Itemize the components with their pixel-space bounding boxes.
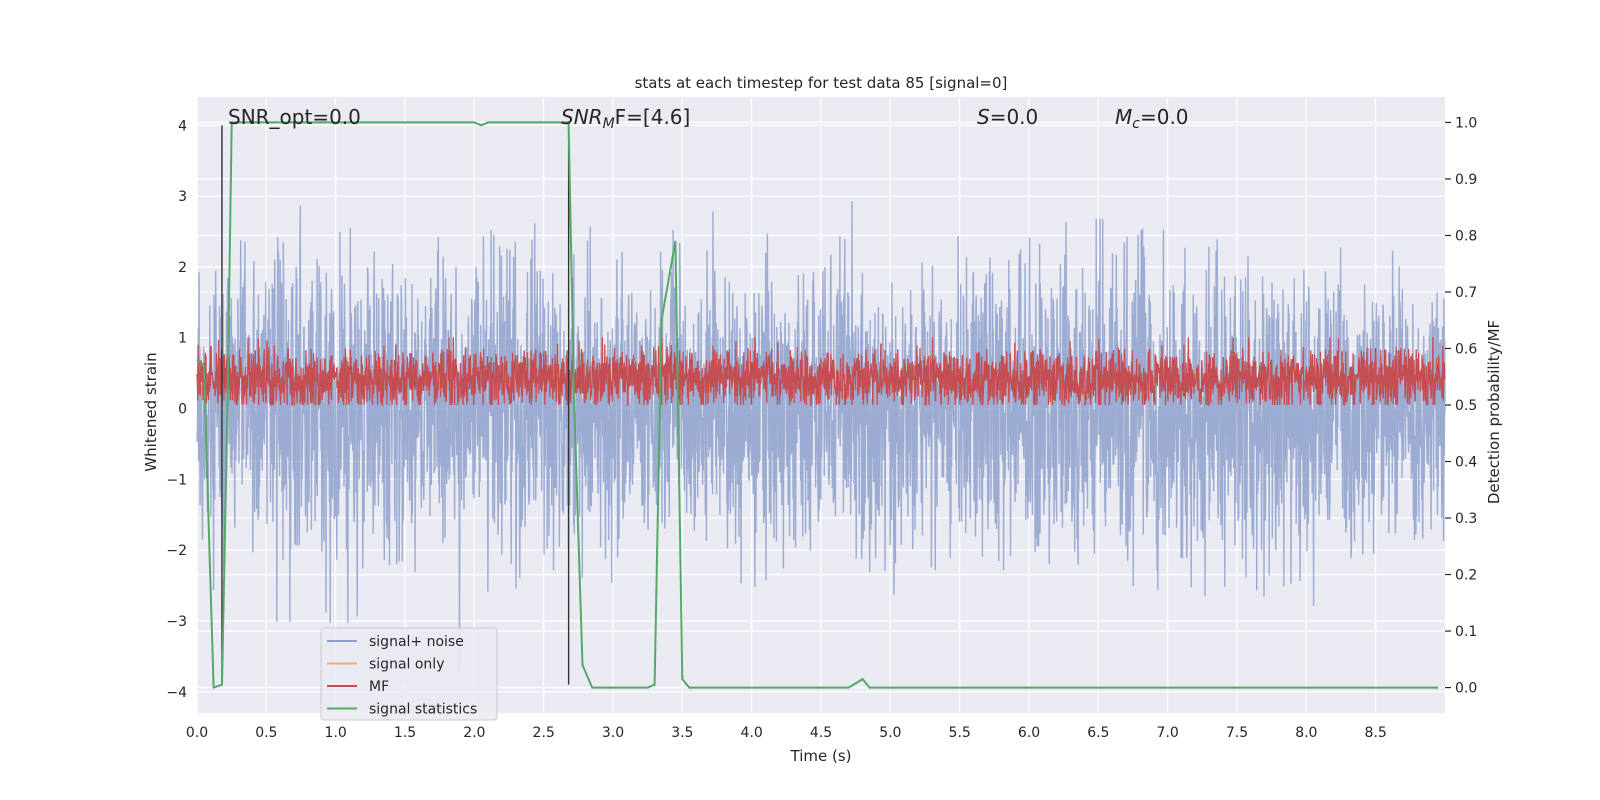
annotation-mc-rest: =0.0 <box>1140 105 1189 129</box>
annotation-mc-label: M <box>1115 105 1132 129</box>
x-tick-label-16: 8.0 <box>1295 725 1317 741</box>
x-tick-label-9: 4.5 <box>810 725 832 741</box>
legend-label-0: signal+ noise <box>369 634 464 650</box>
x-tick-label-11: 5.5 <box>949 725 971 741</box>
y-tick-label-3: −1 <box>166 472 187 488</box>
y2-tick-label-7: 0.7 <box>1455 285 1477 301</box>
annotation-mc-sub: c <box>1132 116 1140 132</box>
x-tick-label-13: 6.5 <box>1087 725 1109 741</box>
y-tick-label-5: 1 <box>178 331 187 347</box>
legend-label-2: MF <box>369 679 389 695</box>
x-tick-label-7: 3.5 <box>671 725 693 741</box>
y2-tick-label-0: 0.0 <box>1455 681 1477 697</box>
annotation-snr-mf-main: SNR <box>561 105 603 129</box>
y2-tick-label-10: 1.0 <box>1455 115 1477 131</box>
y2-tick-label-5: 0.5 <box>1455 398 1477 414</box>
y-tick-label-4: 0 <box>178 402 187 418</box>
legend-label-3: signal statistics <box>369 702 477 718</box>
x-tick-label-2: 1.0 <box>325 725 347 741</box>
annotation-snr-mf-sub: M <box>603 116 615 132</box>
annotation-s-rest: =0.0 <box>990 105 1039 129</box>
y-tick-label-1: −3 <box>166 614 187 630</box>
legend-label-1: signal only <box>369 657 444 673</box>
x-axis-label: Time (s) <box>790 747 852 765</box>
chart-title: stats at each timestep for test data 85 … <box>635 74 1008 92</box>
x-tick-label-4: 2.0 <box>463 725 485 741</box>
y-tick-label-2: −2 <box>166 543 187 559</box>
x-tick-label-8: 4.0 <box>741 725 763 741</box>
y2-tick-label-3: 0.3 <box>1455 511 1477 527</box>
y2-tick-label-2: 0.2 <box>1455 568 1477 584</box>
signal-statistics-line <box>196 121 1439 689</box>
x-tick-label-0: 0.0 <box>186 725 208 741</box>
annotation-snr-mf: SNRMF=[4.6] <box>561 105 690 132</box>
series-signal-statistics <box>196 121 1439 689</box>
annotation-snr-mf-rest: F=[4.6] <box>615 105 691 129</box>
x-tick-label-6: 3.0 <box>602 725 624 741</box>
y2-axis-ticks: 0.0 0.1 0.2 0.3 0.4 0.5 0.6 0.7 0.8 0.9 1.0 <box>1445 115 1477 697</box>
series-mf <box>196 337 1446 407</box>
x-tick-label-1: 0.5 <box>255 725 277 741</box>
x-tick-label-17: 8.5 <box>1365 725 1387 741</box>
y-tick-label-8: 4 <box>178 118 187 134</box>
legend: signal+ noise signal only MF signal statist… <box>320 627 498 721</box>
y2-tick-label-6: 0.6 <box>1455 341 1477 357</box>
y2-tick-label-1: 0.1 <box>1455 624 1477 640</box>
y-axis-label: Whitened strain <box>142 352 160 471</box>
x-tick-label-5: 2.5 <box>533 725 555 741</box>
y2-tick-label-8: 0.8 <box>1455 228 1477 244</box>
x-axis-ticks: 0.0 0.5 1.0 1.5 2.0 2.5 3.0 3.5 4.0 4.5 5.0 5.5 6.0 6… <box>186 725 1387 741</box>
y-tick-label-0: −4 <box>166 685 187 701</box>
vertical-markers <box>221 125 570 685</box>
x-tick-label-15: 7.5 <box>1226 725 1248 741</box>
y-tick-label-6: 2 <box>178 260 187 276</box>
annotation-s-label: S <box>977 105 990 129</box>
y-tick-label-7: 3 <box>178 189 187 205</box>
annotation-snr-opt: SNR_opt=0.0 <box>228 105 361 129</box>
annotation-s: S=0.0 <box>977 105 1038 129</box>
x-tick-label-10: 5.0 <box>879 725 901 741</box>
y2-tick-label-9: 0.9 <box>1455 172 1477 188</box>
legend-box <box>320 627 498 721</box>
annotation-mc: Mc=0.0 <box>1115 105 1189 132</box>
x-tick-label-3: 1.5 <box>394 725 416 741</box>
y-axis-ticks: −4 −3 −2 −1 0 1 2 3 4 <box>166 118 187 700</box>
mf-line <box>196 337 1446 407</box>
y2-tick-label-4: 0.4 <box>1455 455 1477 471</box>
x-tick-label-12: 6.0 <box>1018 725 1040 741</box>
y2-axis-label: Detection probability/MF <box>1485 320 1503 504</box>
x-tick-label-14: 7.0 <box>1157 725 1179 741</box>
